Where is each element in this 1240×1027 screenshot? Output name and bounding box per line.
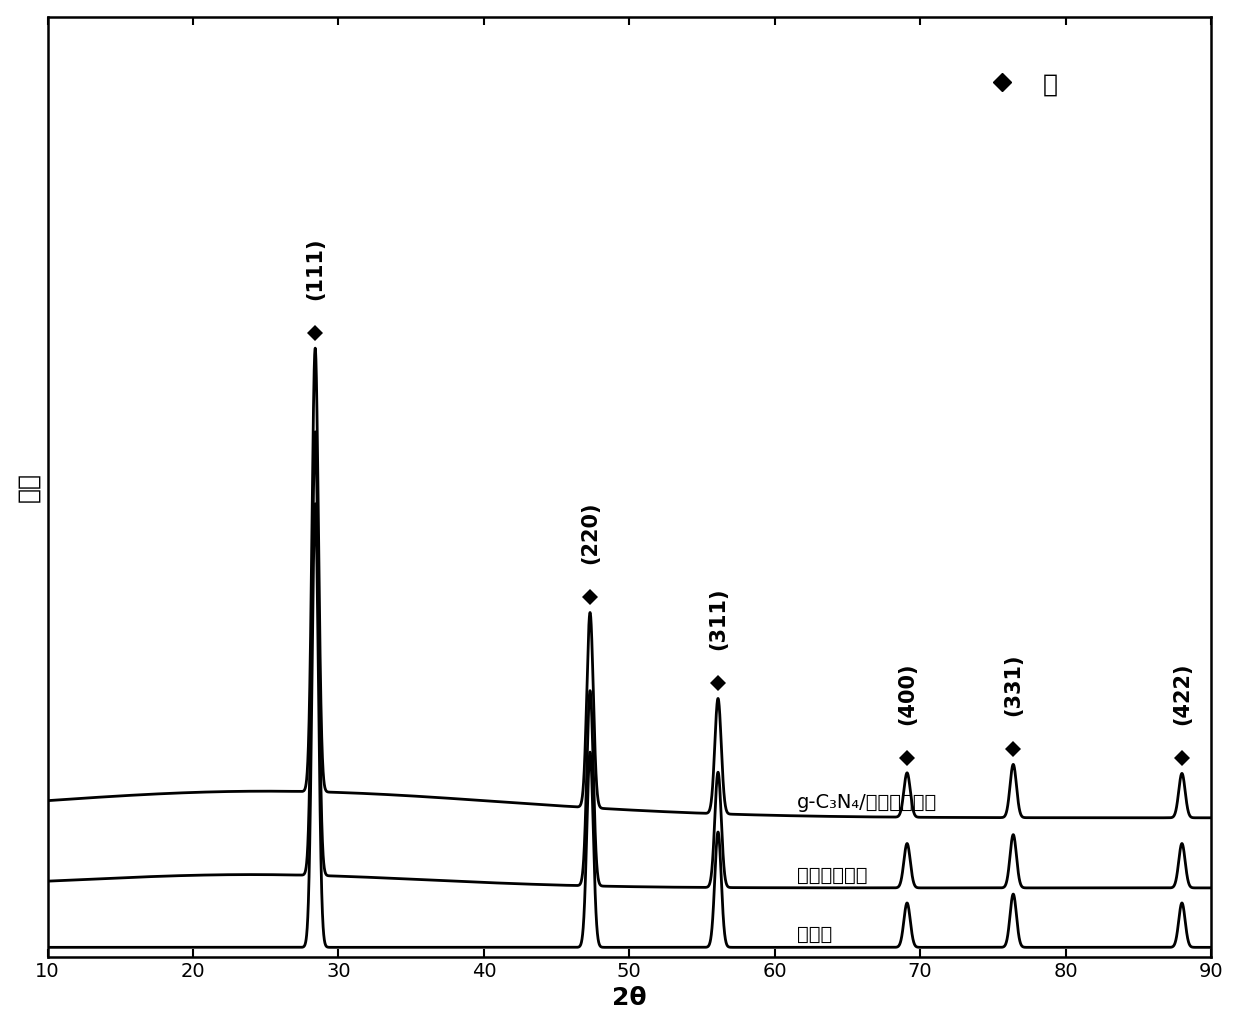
Text: g-C₃N₄/硅碳复合材料: g-C₃N₄/硅碳复合材料 (796, 793, 936, 812)
Y-axis label: 强度: 强度 (16, 471, 41, 502)
Text: (422): (422) (1172, 662, 1192, 725)
Text: (111): (111) (305, 237, 325, 300)
Text: 硅碳复合材料: 硅碳复合材料 (796, 866, 867, 884)
Text: 纳米硅: 纳米硅 (796, 925, 832, 945)
X-axis label: 2θ: 2θ (613, 986, 646, 1011)
Text: (220): (220) (580, 502, 600, 564)
Text: 硅: 硅 (1043, 72, 1058, 97)
Text: (400): (400) (897, 662, 918, 725)
Text: (311): (311) (708, 587, 728, 650)
Text: (331): (331) (1003, 654, 1023, 716)
